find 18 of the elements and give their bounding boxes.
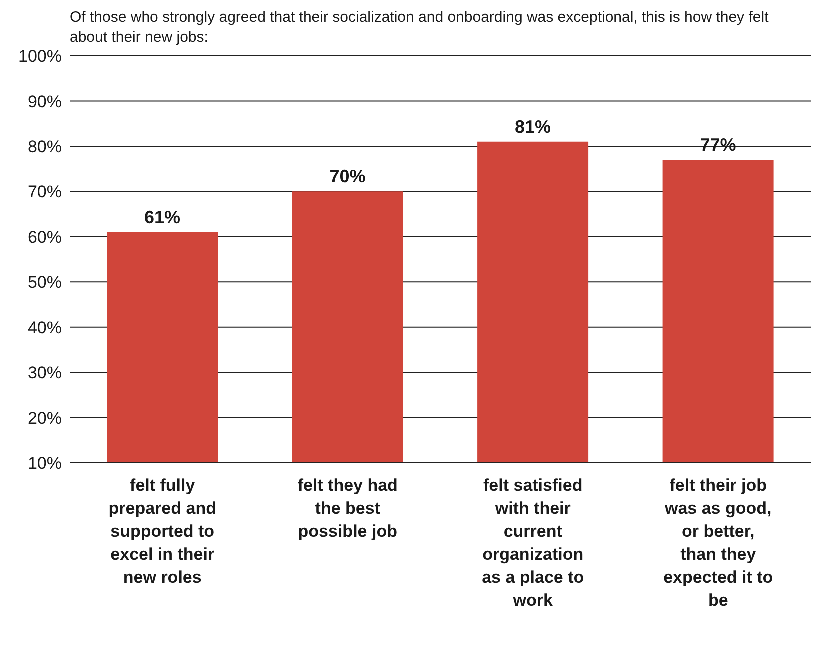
y-tick-label: 90% — [28, 92, 62, 112]
data-label: 70% — [330, 166, 366, 187]
y-tick-label: 10% — [28, 454, 62, 474]
y-tick-label: 40% — [28, 318, 62, 338]
x-tick-label: felt fully prepared and supported to excel in their new roles — [108, 476, 216, 587]
y-tick-label: 50% — [28, 273, 62, 292]
x-tick-label: felt their job was as good, or better, than they expected it to be — [664, 476, 774, 610]
x-tick-label: felt they had the best possible job — [298, 476, 398, 541]
y-tick-label: 70% — [28, 182, 62, 202]
x-tick-label: felt satisfied with their current organization as a place to work — [482, 476, 584, 610]
y-tick-label: 100% — [18, 47, 62, 66]
y-tick-label: 80% — [28, 137, 62, 156]
data-label: 61% — [144, 207, 181, 228]
data-label: 81% — [515, 116, 552, 137]
y-tick-label: 20% — [28, 408, 62, 428]
y-tick-label: 30% — [28, 364, 62, 383]
y-tick-label: 60% — [28, 228, 62, 247]
chart-title: Of those who strongly agreed that their socialization and onboarding was exceptional, this is how they felt about their new jobs: — [70, 8, 770, 48]
